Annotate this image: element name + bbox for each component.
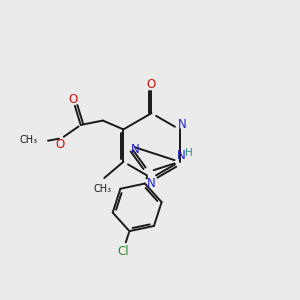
Text: Cl: Cl	[117, 245, 129, 258]
Text: CH₃: CH₃	[20, 135, 38, 145]
Text: N: N	[147, 177, 156, 190]
Text: O: O	[147, 78, 156, 91]
Text: O: O	[56, 138, 65, 151]
Text: N: N	[131, 142, 140, 156]
Text: N: N	[177, 149, 185, 162]
Text: CH₃: CH₃	[94, 184, 112, 194]
Text: N: N	[178, 118, 186, 131]
Text: O: O	[69, 93, 78, 106]
Text: H: H	[185, 148, 193, 158]
